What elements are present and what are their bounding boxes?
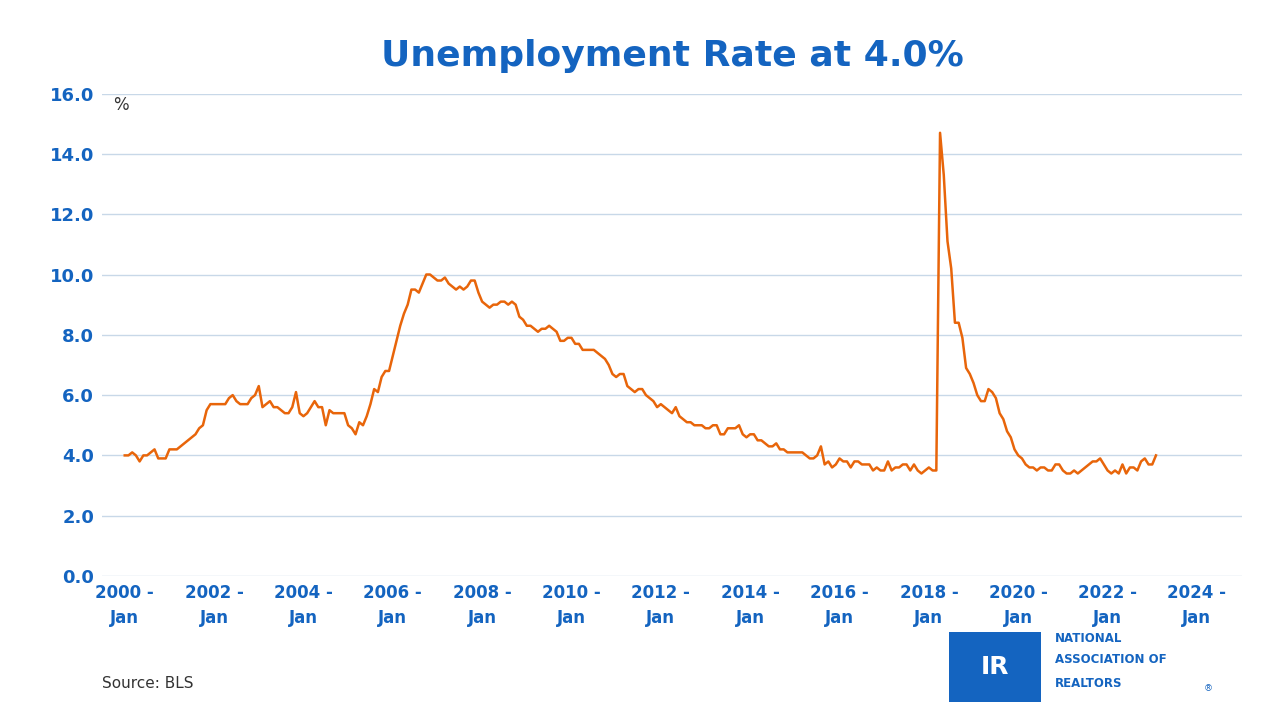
Title: Unemployment Rate at 4.0%: Unemployment Rate at 4.0% [380,39,964,73]
Text: %: % [114,96,129,114]
FancyBboxPatch shape [948,632,1041,701]
Text: IR: IR [980,655,1009,679]
Text: Source: BLS: Source: BLS [102,677,193,691]
Text: ASSOCIATION OF: ASSOCIATION OF [1055,652,1166,665]
Text: ®: ® [1203,684,1212,693]
Text: REALTORS: REALTORS [1055,678,1123,690]
Text: NATIONAL: NATIONAL [1055,631,1123,645]
